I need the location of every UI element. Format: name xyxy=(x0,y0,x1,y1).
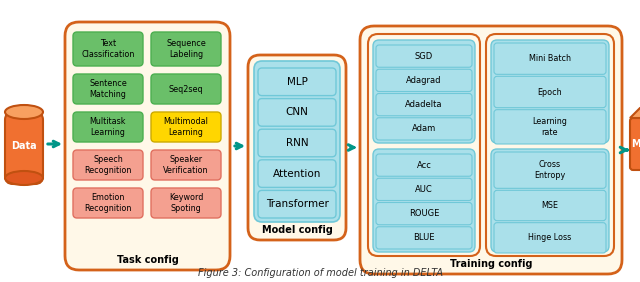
FancyBboxPatch shape xyxy=(494,43,606,74)
Text: Adam: Adam xyxy=(412,124,436,133)
FancyBboxPatch shape xyxy=(258,68,336,96)
Text: Sequence
Labeling: Sequence Labeling xyxy=(166,39,206,59)
Text: ROUGE: ROUGE xyxy=(409,209,439,218)
FancyBboxPatch shape xyxy=(151,150,221,180)
Text: Task config: Task config xyxy=(116,255,179,265)
Text: Sentence
Matching: Sentence Matching xyxy=(89,79,127,99)
FancyBboxPatch shape xyxy=(258,99,336,126)
FancyBboxPatch shape xyxy=(491,40,609,143)
Text: Transformer: Transformer xyxy=(266,199,328,209)
FancyBboxPatch shape xyxy=(258,190,336,218)
FancyBboxPatch shape xyxy=(376,118,472,140)
Text: Data: Data xyxy=(11,141,37,151)
Text: Multimodal
Learning: Multimodal Learning xyxy=(164,117,209,137)
Text: Keyword
Spoting: Keyword Spoting xyxy=(169,193,203,213)
Text: Hinge Loss: Hinge Loss xyxy=(529,233,572,242)
FancyBboxPatch shape xyxy=(73,112,143,142)
Ellipse shape xyxy=(5,171,43,185)
FancyBboxPatch shape xyxy=(376,94,472,116)
Polygon shape xyxy=(630,108,640,118)
FancyBboxPatch shape xyxy=(494,76,606,108)
Text: Multitask
Learning: Multitask Learning xyxy=(90,117,126,137)
Text: Speech
Recognition: Speech Recognition xyxy=(84,155,132,175)
Text: Adagrad: Adagrad xyxy=(406,76,442,85)
Text: AUC: AUC xyxy=(415,185,433,194)
Text: SGD: SGD xyxy=(415,52,433,61)
Text: CNN: CNN xyxy=(285,107,308,117)
FancyBboxPatch shape xyxy=(368,34,480,256)
FancyBboxPatch shape xyxy=(151,188,221,218)
FancyBboxPatch shape xyxy=(373,149,475,252)
Text: Learning
rate: Learning rate xyxy=(532,117,568,136)
Text: Speaker
Verification: Speaker Verification xyxy=(163,155,209,175)
FancyBboxPatch shape xyxy=(73,150,143,180)
Ellipse shape xyxy=(5,105,43,119)
FancyBboxPatch shape xyxy=(151,112,221,142)
FancyBboxPatch shape xyxy=(376,227,472,249)
Text: Model: Model xyxy=(631,139,640,149)
FancyBboxPatch shape xyxy=(248,55,346,240)
Text: Text
Classification: Text Classification xyxy=(81,39,134,59)
FancyBboxPatch shape xyxy=(376,154,472,176)
Text: MSE: MSE xyxy=(541,201,559,210)
FancyBboxPatch shape xyxy=(151,74,221,104)
Text: Emotion
Recognition: Emotion Recognition xyxy=(84,193,132,213)
FancyBboxPatch shape xyxy=(376,202,472,225)
Text: MLP: MLP xyxy=(287,77,307,87)
FancyBboxPatch shape xyxy=(360,26,622,274)
Text: Model config: Model config xyxy=(262,225,332,235)
FancyBboxPatch shape xyxy=(65,22,230,270)
FancyBboxPatch shape xyxy=(258,160,336,188)
FancyBboxPatch shape xyxy=(376,178,472,201)
FancyBboxPatch shape xyxy=(494,152,606,188)
FancyBboxPatch shape xyxy=(151,32,221,66)
FancyBboxPatch shape xyxy=(376,45,472,67)
Text: Epoch: Epoch xyxy=(538,87,563,96)
FancyBboxPatch shape xyxy=(73,188,143,218)
FancyBboxPatch shape xyxy=(494,223,606,253)
FancyBboxPatch shape xyxy=(258,129,336,157)
Text: Adadelta: Adadelta xyxy=(405,100,443,109)
Text: Mini Batch: Mini Batch xyxy=(529,54,571,63)
Text: Seq2seq: Seq2seq xyxy=(169,85,204,94)
FancyBboxPatch shape xyxy=(254,61,340,222)
Text: Training config: Training config xyxy=(450,259,532,269)
Text: Cross
Entropy: Cross Entropy xyxy=(534,160,566,180)
FancyBboxPatch shape xyxy=(376,69,472,91)
FancyBboxPatch shape xyxy=(373,40,475,143)
FancyBboxPatch shape xyxy=(491,149,609,252)
FancyBboxPatch shape xyxy=(630,118,640,170)
Text: RNN: RNN xyxy=(285,138,308,148)
Text: BLUE: BLUE xyxy=(413,233,435,242)
FancyBboxPatch shape xyxy=(494,190,606,221)
Text: Attention: Attention xyxy=(273,169,321,179)
Text: Figure 3: Configuration of model training in DELTA: Figure 3: Configuration of model trainin… xyxy=(198,268,442,278)
FancyBboxPatch shape xyxy=(73,74,143,104)
FancyBboxPatch shape xyxy=(486,34,614,256)
FancyBboxPatch shape xyxy=(73,32,143,66)
FancyBboxPatch shape xyxy=(5,112,43,184)
Text: Acc: Acc xyxy=(417,161,431,170)
FancyBboxPatch shape xyxy=(494,110,606,144)
